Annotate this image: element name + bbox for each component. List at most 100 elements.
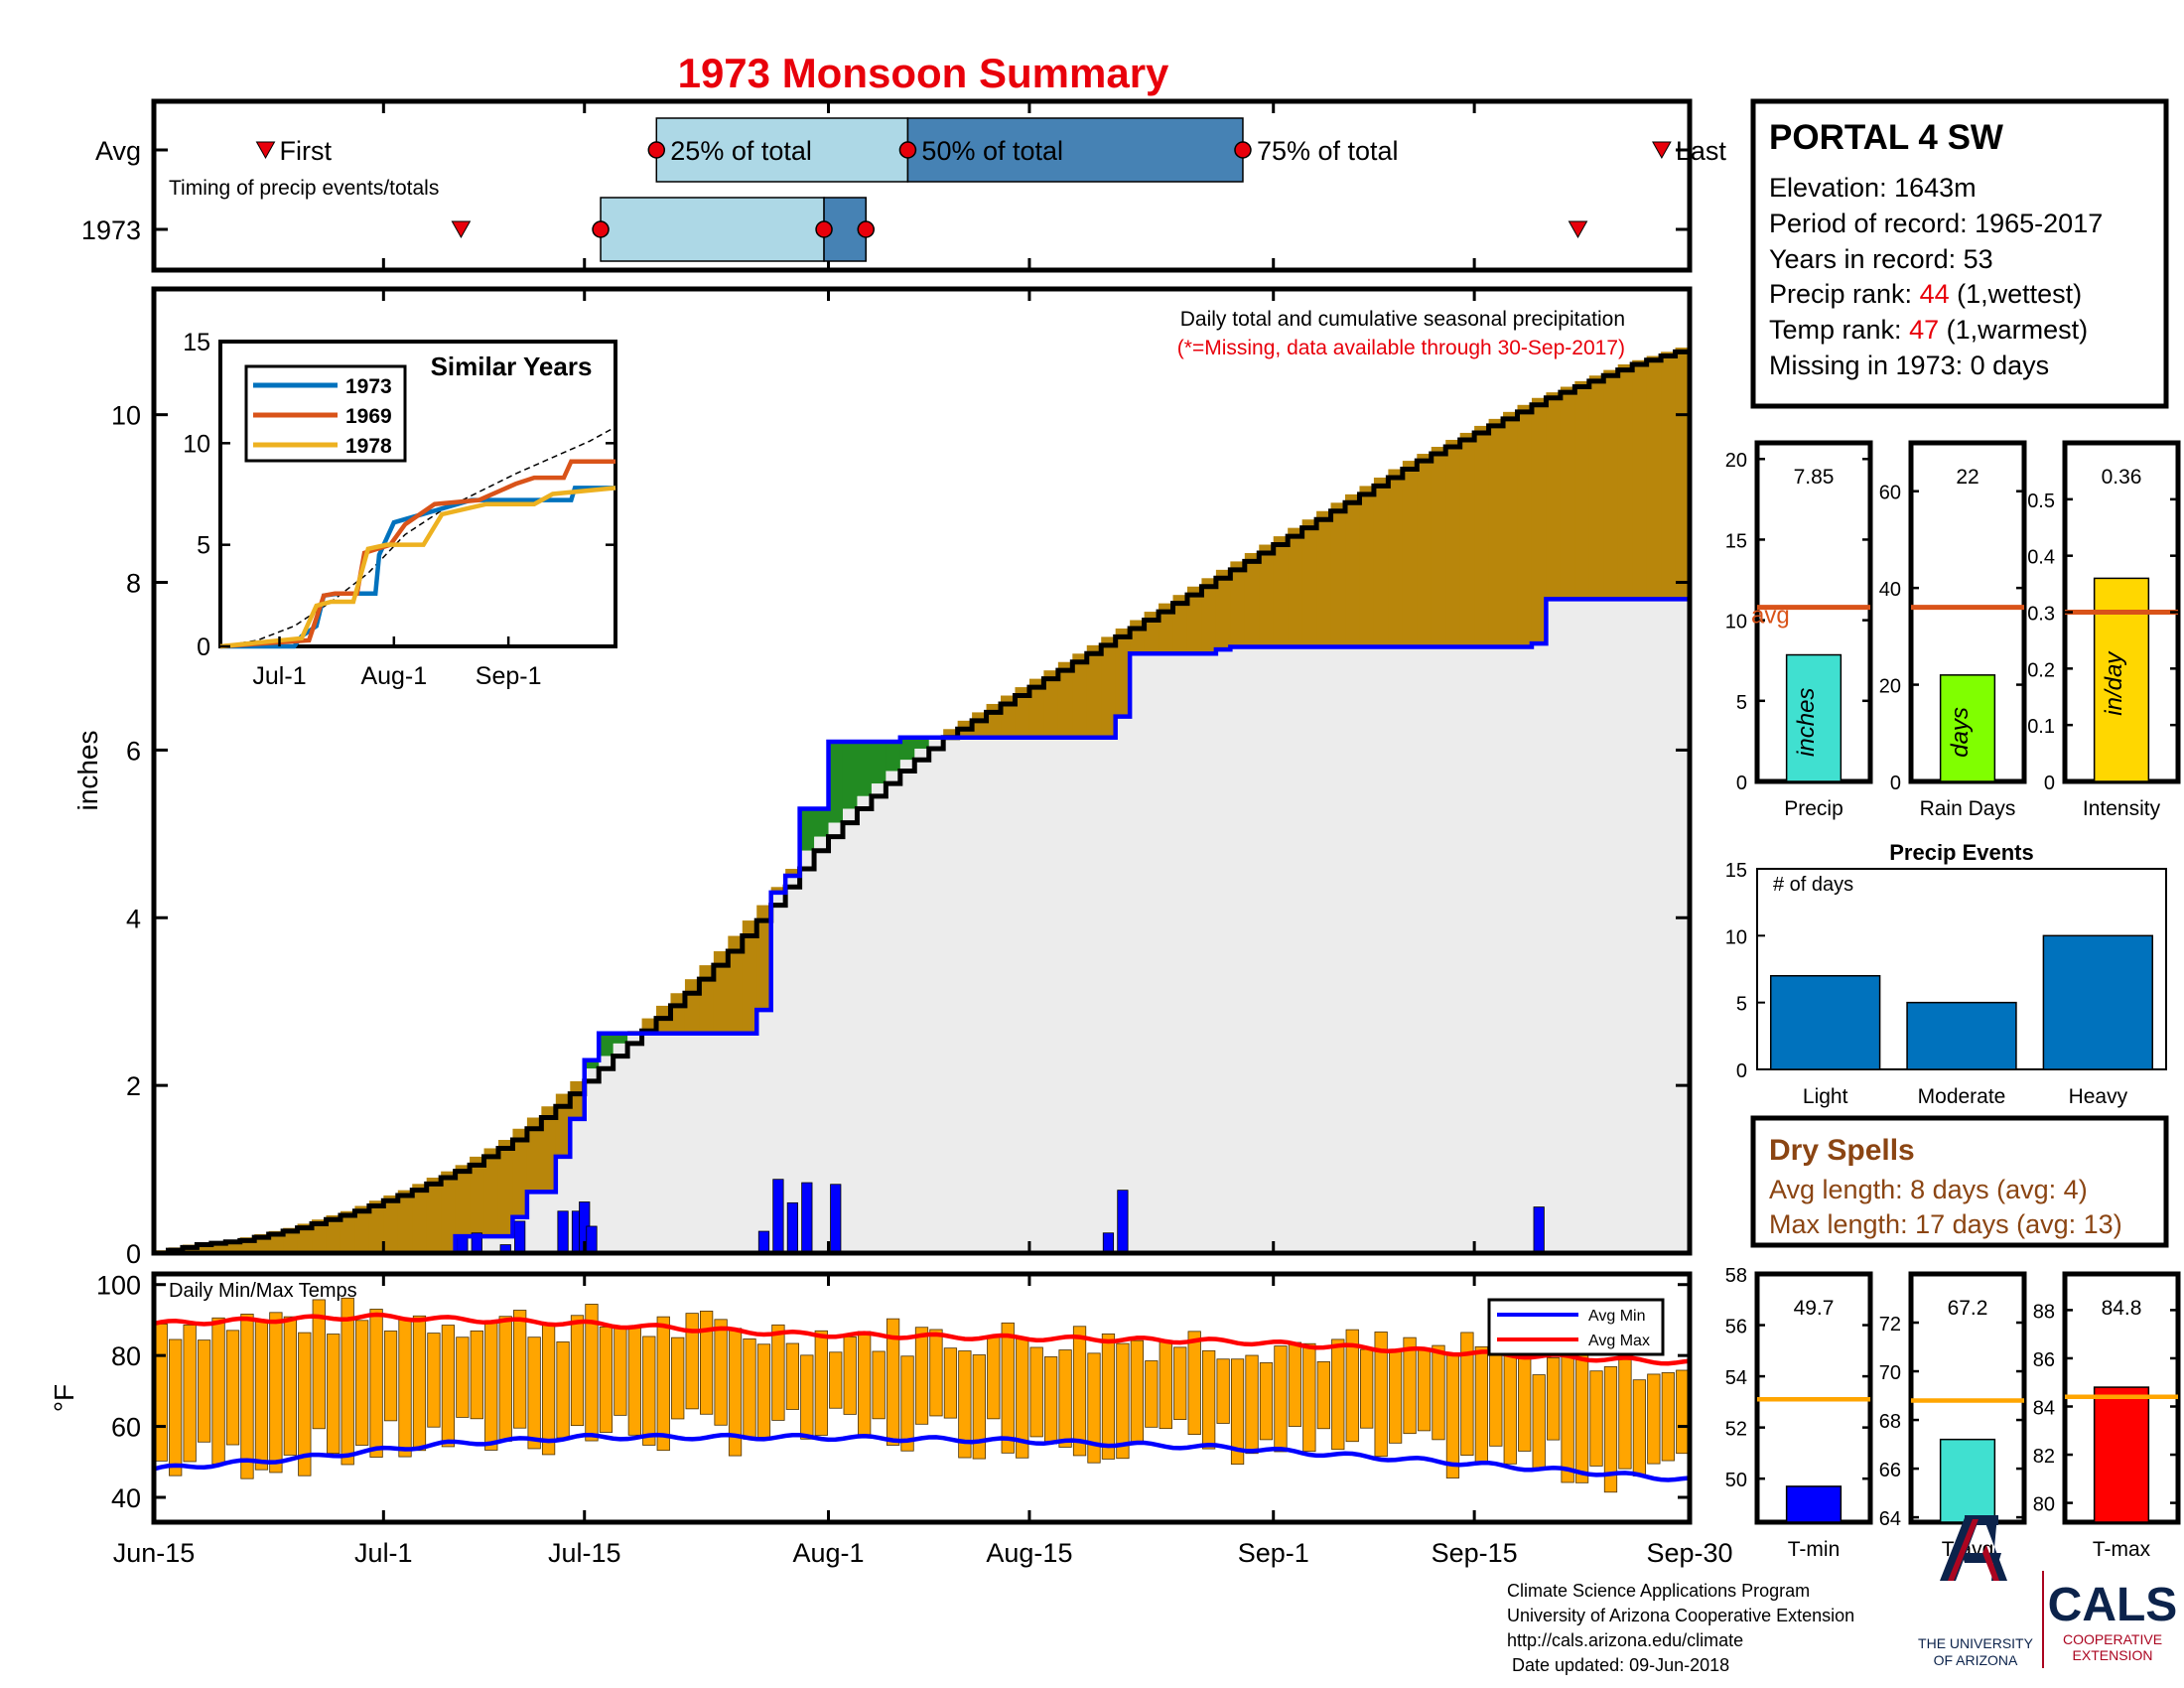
precip-events-panel: Light Moderate Heavy 0 5 10 15 Precip Events # o… [1725,840,2167,1108]
common-fill [1617,599,1633,1253]
date-xtick-label: Aug-15 [986,1538,1072,1568]
daily-temp-bar [1632,1379,1647,1477]
below-avg-fill [742,920,757,1034]
similar-xtick-label: Sep-1 [476,662,542,690]
common-fill [1402,646,1418,1253]
daily-temp-bar [1187,1331,1201,1436]
common-fill [1259,646,1275,1253]
below-avg-fill [383,1195,399,1253]
dry-spells-title: Dry Spells [1769,1134,1915,1167]
date-xtick-label: Sep-15 [1432,1538,1518,1568]
daily-temp-bar [327,1334,341,1455]
common-fill [684,1033,700,1253]
event-triangle [451,220,472,239]
station-period: Period of record: 1965-2017 [1769,209,2103,238]
common-fill [957,737,973,1253]
daily-temp-bar [225,1330,240,1446]
precip-ytick-label: 6 [126,736,141,766]
common-fill [1445,646,1461,1253]
temps-panel: 40 60 80 100 Jun-15 Jul-1 Jul-15 Aug-1 Aug-15 Sep… [49,1271,1733,1568]
common-fill [1488,646,1504,1253]
above-avg-fill [899,737,915,761]
below-avg-fill [1417,454,1433,647]
summary-ytick-label: 68 [1879,1411,1901,1433]
event-category-label: Moderate [1918,1085,2006,1108]
common-fill [656,1033,671,1253]
daily-temp-bar [427,1333,441,1428]
daily-temp-bar [1574,1349,1589,1483]
summary-value: 0.36 [2102,466,2142,489]
daily-temp-bar [527,1336,541,1450]
daily-temp-bar [1474,1345,1488,1466]
daily-temp-bar [1503,1353,1517,1465]
below-avg-fill [1431,447,1446,647]
below-avg-fill [297,1223,313,1253]
common-fill [899,760,915,1253]
common-fill [1517,646,1533,1253]
summary-ytick-label: 0.5 [2027,491,2055,512]
summary-ytick-label: 0 [2044,773,2055,794]
daily-temp-bar [1230,1358,1245,1465]
summary-label: Rain Days [1920,797,2016,820]
daily-temp-bar [1547,1357,1561,1441]
common-fill [1301,646,1317,1253]
below-avg-fill [1101,636,1117,738]
daily-temp-bar [254,1320,269,1471]
daily-precip-bar [801,1182,813,1254]
daily-temp-bar [1360,1348,1374,1429]
cals-line-1: COOPERATIVE [2063,1631,2162,1647]
common-fill [972,737,988,1253]
common-fill [1474,646,1490,1253]
daily-temp-bar [858,1331,872,1436]
daily-temp-bar [240,1313,254,1479]
daily-precip-bar [1117,1190,1129,1254]
daily-temp-bar [1202,1349,1216,1450]
below-avg-fill [728,935,744,1034]
daily-precip-bar [830,1184,842,1254]
below-avg-fill [1632,359,1648,600]
quartile-box-25-50 [600,197,825,262]
timing-panel: Avg 1973 First 25% of total 50% of total 75% … [81,98,1726,273]
date-xtick-label: Jul-15 [548,1538,621,1568]
below-avg-fill [1546,392,1562,600]
summary-ytick-label: 15 [1725,530,1747,552]
below-avg-fill [412,1184,428,1253]
daily-temp-bar [1489,1342,1503,1447]
below-avg-fill [470,1156,485,1237]
footer-line-1: Climate Science Applications Program [1507,1581,1810,1601]
daily-temp-bar [1316,1361,1330,1430]
precip-ytick-label: 8 [126,569,141,599]
daily-temp-bar [1159,1341,1172,1430]
temps-title: Daily Min/Max Temps [169,1280,357,1302]
station-elevation: Elevation: 1643m [1769,173,1977,203]
daily-precip-bar [786,1201,798,1254]
events-ytick-label: 5 [1736,994,1747,1016]
daily-precip-bar [757,1230,770,1254]
common-fill [828,822,844,1253]
common-fill [670,1033,686,1253]
below-avg-fill [1086,644,1102,738]
common-fill [627,1033,643,1253]
below-avg-fill [441,1171,457,1253]
temps-ytick-label: 40 [111,1483,141,1513]
event-category-label: Light [1803,1085,1848,1108]
daily-temp-bar [958,1350,972,1459]
daily-temp-bar [484,1321,498,1451]
temps-legend-frame [1487,1298,1665,1356]
similar-xtick-label: Aug-1 [360,662,427,690]
daily-temp-bar [1274,1345,1288,1453]
daily-precip-bar [586,1225,598,1254]
below-avg-fill [483,1148,499,1237]
date-xtick-label: Aug-1 [792,1538,864,1568]
daily-temp-bar [513,1310,527,1429]
daily-temp-bar [1532,1374,1546,1471]
below-avg-fill [340,1210,355,1253]
common-fill [1288,646,1303,1253]
common-fill [986,737,1002,1253]
common-fill [1588,599,1604,1253]
below-avg-fill [397,1190,413,1253]
similar-xtick-label: Jul-1 [252,662,306,690]
page-title: 1973 Monsoon Summary [678,50,1169,96]
summary-ytick-label: 0 [1736,773,1747,794]
